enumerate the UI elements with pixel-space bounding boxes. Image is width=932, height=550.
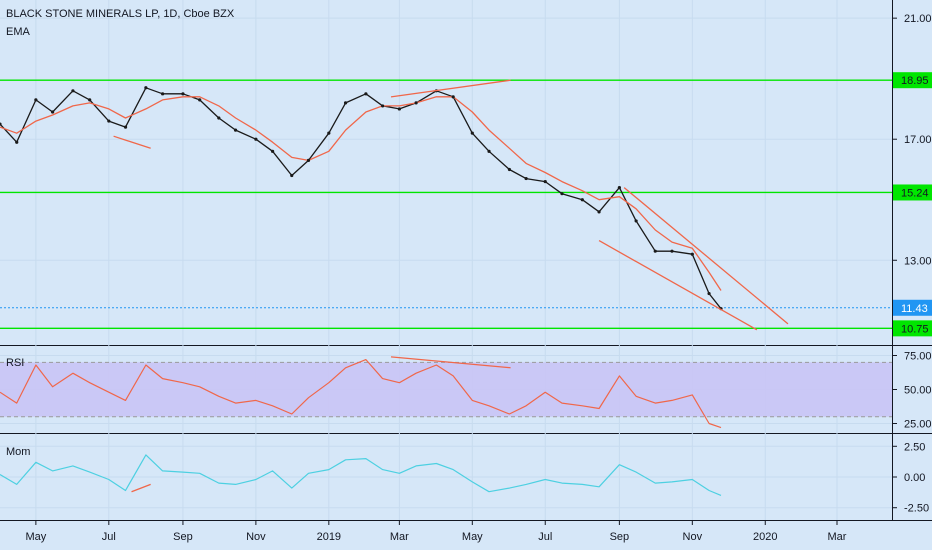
y-axis: 21.00 17.00 13.00 75.00 50.00 25.00 2.50 0.00 -2… (892, 13, 932, 515)
price-point (487, 149, 491, 153)
price-point (597, 210, 601, 214)
price-point (690, 252, 694, 256)
x-tick-label: May (25, 531, 46, 543)
x-tick-label: 2019 (317, 531, 341, 543)
price-point (198, 98, 202, 102)
ema-label: EMA (6, 26, 31, 38)
price-point (543, 179, 547, 184)
price-point (524, 176, 528, 181)
level-tag-label: 15.24 (901, 187, 929, 199)
rsi-label: RSI (6, 357, 24, 369)
rsi-tick-label: 75.00 (904, 351, 932, 363)
level-tag (893, 320, 932, 337)
rsi-tick-label: 50.00 (904, 385, 932, 397)
price-point (414, 101, 418, 105)
price-point (254, 137, 258, 141)
price-point (381, 104, 385, 108)
price-point (306, 158, 311, 162)
price-point (634, 219, 638, 223)
price-point (123, 125, 128, 129)
level-tag-label: 11.43 (901, 303, 928, 315)
price-point (617, 186, 621, 190)
price-point (397, 107, 401, 111)
grid (0, 0, 892, 520)
mom-tick-label: -2.50 (904, 503, 929, 515)
mom-label: Mom (6, 446, 30, 458)
level-tag-label: 18.95 (901, 75, 929, 87)
x-axis: May Jul Sep Nov 2019 Mar May Jul Sep Nov 2020 Mar (25, 520, 847, 543)
price-point (580, 198, 584, 202)
price-point (233, 128, 238, 132)
price-point (34, 98, 38, 102)
price-point (15, 140, 19, 144)
level-tag (893, 72, 932, 89)
price-point (707, 291, 711, 296)
x-tick-label: 2020 (753, 531, 777, 543)
x-tick-label: Sep (610, 531, 630, 543)
price-point (217, 116, 221, 120)
level-tag-label: 10.75 (901, 323, 929, 335)
price-point (51, 110, 55, 114)
price-point (161, 92, 165, 96)
level-tag (893, 299, 932, 316)
mom-tick-label: 2.50 (904, 441, 925, 453)
mom-trendline (131, 483, 151, 493)
price-point (88, 98, 92, 102)
price-point (181, 92, 185, 96)
price-tick-label: 17.00 (904, 134, 932, 146)
x-tick-label: Nov (683, 531, 703, 543)
level-tag (893, 184, 932, 201)
price-point (653, 249, 657, 253)
price-point (451, 95, 455, 99)
price-tick-label: 21.00 (904, 13, 932, 25)
chart-title: BLACK STONE MINERALS LP, 1D, Cboe BZX (6, 8, 235, 20)
rsi-band-fill (0, 362, 892, 417)
price-point (290, 173, 294, 178)
price-point (271, 149, 275, 153)
price-point (670, 249, 674, 253)
trendlines (113, 79, 789, 493)
price-point (0, 122, 2, 126)
rsi-trendline (390, 356, 511, 369)
x-tick-label: Mar (390, 531, 409, 543)
price-trendline (113, 135, 151, 149)
mom-series-line (0, 454, 722, 496)
x-tick-label: Mar (828, 531, 847, 543)
price-point (144, 86, 148, 90)
x-tick-label: May (462, 531, 483, 543)
price-point (343, 101, 348, 105)
rsi-tick-label: 25.00 (904, 418, 932, 430)
rsi-series-line (0, 359, 722, 429)
price-point (470, 131, 474, 135)
ema-series-line (0, 96, 722, 291)
series-lines (0, 86, 723, 496)
price-point (560, 192, 564, 196)
rsi-band (0, 361, 892, 418)
price-tick-label: 13.00 (904, 255, 932, 267)
x-tick-label: Jul (102, 531, 116, 543)
price-trendline (390, 79, 511, 98)
price-trendline (623, 187, 789, 325)
price-point (327, 131, 331, 135)
price-point (364, 92, 368, 96)
price-trendline (598, 240, 758, 331)
horizontal-levels: 18.95 15.24 10.75 11.43 (0, 72, 932, 337)
x-tick-label: Sep (173, 531, 193, 543)
x-tick-label: Nov (246, 531, 266, 543)
price-point (107, 119, 111, 123)
x-tick-label: Jul (538, 531, 552, 543)
price-point (71, 89, 75, 93)
mom-tick-label: 0.00 (904, 472, 925, 484)
price-point (507, 167, 511, 172)
